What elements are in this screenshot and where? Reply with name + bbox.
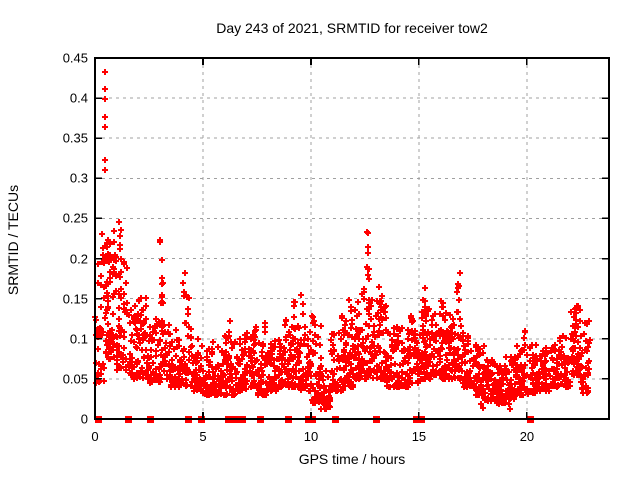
y-axis-label: SRMTID / TECUs (5, 184, 21, 296)
plot-frame (94, 57, 610, 420)
y-tick-label: 0.05 (62, 371, 88, 387)
y-tick-label: 0.25 (62, 210, 88, 226)
y-tick-label: 0.1 (69, 331, 88, 347)
y-tick-label: 0.35 (62, 130, 88, 146)
y-tick-label: 0 (80, 411, 88, 427)
y-tick-label: 0.15 (62, 291, 88, 307)
x-tick-label: 10 (303, 429, 319, 444)
x-tick-label: 0 (91, 429, 99, 444)
y-tick-label: 0.2 (69, 251, 88, 267)
x-tick-label: 5 (199, 429, 207, 444)
x-tick-label: 20 (519, 429, 535, 444)
scatter-points (92, 69, 593, 412)
chart-title: Day 243 of 2021, SRMTID for receiver tow… (216, 20, 488, 36)
x-axis-label: GPS time / hours (298, 451, 406, 467)
y-tick-label: 0.45 (62, 50, 88, 66)
y-tick-label: 0.4 (69, 90, 88, 106)
y-tick-label: 0.3 (69, 170, 88, 186)
x-tick-label: 15 (411, 429, 427, 444)
